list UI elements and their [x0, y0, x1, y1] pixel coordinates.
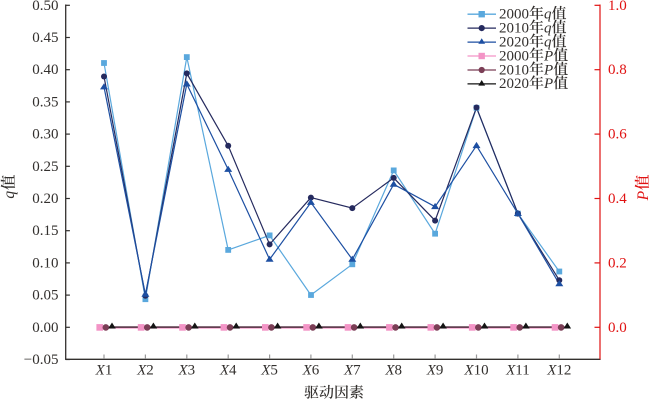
svg-text:P: P: [543, 48, 553, 64]
svg-text:0.20: 0.20: [32, 191, 58, 207]
svg-text:X4: X4: [219, 363, 237, 379]
svg-text:0.35: 0.35: [32, 94, 58, 110]
svg-text:0.0: 0.0: [608, 320, 627, 336]
svg-text:X11: X11: [505, 363, 530, 379]
svg-text:X1: X1: [95, 363, 113, 379]
svg-text:0.25: 0.25: [32, 159, 58, 175]
svg-text:0.2: 0.2: [608, 255, 627, 271]
svg-text:X10: X10: [463, 363, 488, 379]
svg-text:X5: X5: [260, 363, 278, 379]
svg-text:0.05: 0.05: [32, 288, 58, 304]
svg-text:1.0: 1.0: [608, 0, 627, 14]
svg-text:0.6: 0.6: [608, 127, 627, 143]
svg-text:2020: 2020: [499, 34, 529, 50]
svg-text:−0.05: −0.05: [24, 352, 59, 368]
svg-text:X6: X6: [302, 363, 320, 379]
svg-text:0.30: 0.30: [32, 127, 58, 143]
svg-text:X12: X12: [546, 363, 571, 379]
svg-text:2010: 2010: [499, 20, 529, 36]
svg-text:X7: X7: [343, 363, 361, 379]
svg-text:2000: 2000: [499, 7, 529, 23]
svg-text:0.50: 0.50: [32, 0, 58, 14]
svg-text:0.40: 0.40: [32, 62, 58, 78]
svg-text:0.8: 0.8: [608, 62, 627, 78]
svg-text:2000: 2000: [499, 48, 529, 64]
svg-text:0.00: 0.00: [32, 320, 58, 336]
svg-text:0.15: 0.15: [32, 223, 58, 239]
svg-text:X2: X2: [136, 363, 154, 379]
svg-text:X3: X3: [177, 363, 195, 379]
svg-text:0.45: 0.45: [32, 30, 58, 46]
svg-text:q: q: [544, 34, 552, 50]
svg-text:q: q: [544, 20, 552, 36]
svg-text:q: q: [544, 7, 552, 23]
svg-text:P: P: [635, 190, 650, 201]
svg-text:P: P: [543, 62, 553, 78]
svg-text:X9: X9: [426, 363, 444, 379]
svg-text:2020: 2020: [499, 76, 529, 92]
svg-text:P: P: [543, 76, 553, 92]
svg-text:0.10: 0.10: [32, 255, 58, 271]
svg-text:X8: X8: [384, 363, 402, 379]
svg-text:q: q: [1, 191, 18, 199]
svg-text:0.4: 0.4: [608, 191, 627, 207]
svg-text:2010: 2010: [499, 62, 529, 78]
